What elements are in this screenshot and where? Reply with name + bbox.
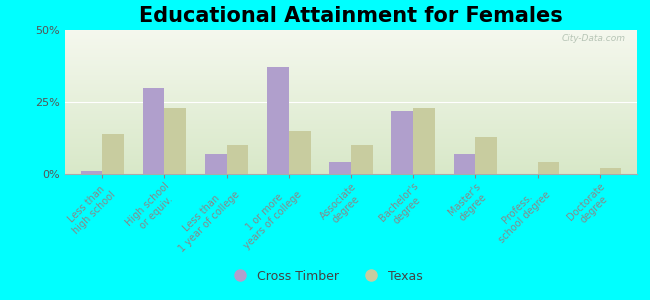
Bar	[205, 154, 227, 174]
Title: Educational Attainment for Females: Educational Attainment for Females	[139, 6, 563, 26]
Legend: Cross Timber, Texas: Cross Timber, Texas	[222, 265, 428, 288]
Bar	[351, 145, 372, 174]
Bar	[391, 111, 413, 174]
Text: City-Data.com: City-Data.com	[562, 34, 625, 43]
Bar	[538, 163, 559, 174]
Bar	[143, 88, 164, 174]
Bar	[81, 171, 102, 174]
Bar	[267, 68, 289, 174]
Bar	[330, 163, 351, 174]
Bar	[227, 145, 248, 174]
Bar	[102, 134, 124, 174]
Bar	[164, 108, 187, 174]
Bar	[454, 154, 475, 174]
Bar	[475, 136, 497, 174]
Bar	[289, 131, 311, 174]
Bar	[413, 108, 435, 174]
Bar	[600, 168, 621, 174]
